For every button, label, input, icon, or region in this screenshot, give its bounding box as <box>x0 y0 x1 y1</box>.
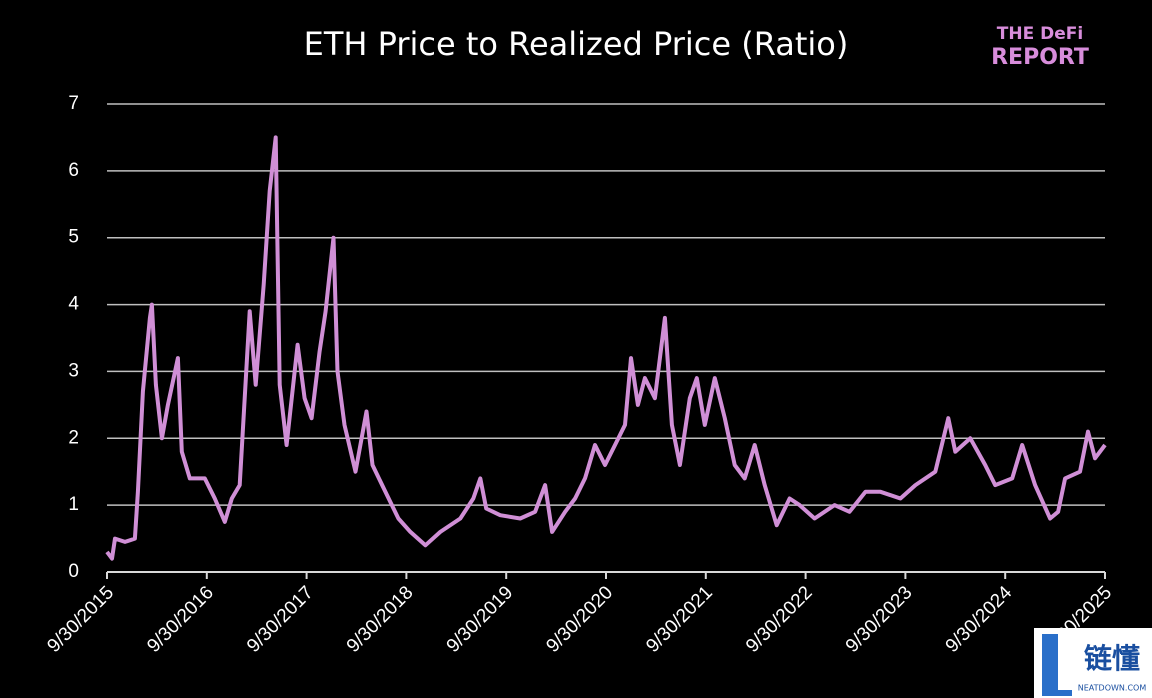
x-tick-label: 9/30/2022 <box>742 582 817 657</box>
x-tick-label: 9/30/2019 <box>443 582 518 657</box>
x-tick-label: 9/30/2016 <box>143 582 218 657</box>
x-tick-label: 9/30/2023 <box>842 582 917 657</box>
x-tick-label: 9/30/2024 <box>942 582 1017 657</box>
x-tick-label: 9/30/2021 <box>642 582 717 657</box>
x-tick-label: 9/30/2018 <box>343 582 418 657</box>
watermark-icon <box>1042 634 1072 696</box>
y-tick-label: 1 <box>68 494 79 515</box>
plot: 0 1 2 3 4 5 6 7 9/30/2015 9/30/2016 9/30/2017 9/30/… <box>43 93 1116 657</box>
y-tick-label: 7 <box>68 93 79 114</box>
y-tick-label: 5 <box>68 227 79 248</box>
y-tick-label: 0 <box>68 561 79 582</box>
watermark-site: NEATDOWN.COM <box>1078 684 1147 693</box>
y-tick-label: 3 <box>68 360 79 381</box>
logo-line2: REPORT <box>991 45 1089 70</box>
y-tick-label: 4 <box>68 294 79 315</box>
watermark-name: 链懂 <box>1084 642 1140 675</box>
y-tick-label: 2 <box>68 427 79 448</box>
x-tick-label: 9/30/2015 <box>43 582 118 657</box>
logo-line1: THE DeFi <box>997 24 1083 44</box>
chart-title: ETH Price to Realized Price (Ratio) <box>304 25 849 63</box>
x-tick-label: 9/30/2020 <box>542 582 617 657</box>
y-tick-label: 6 <box>68 160 79 181</box>
x-tick-label: 9/30/2017 <box>243 582 318 657</box>
series-line <box>105 135 1107 561</box>
